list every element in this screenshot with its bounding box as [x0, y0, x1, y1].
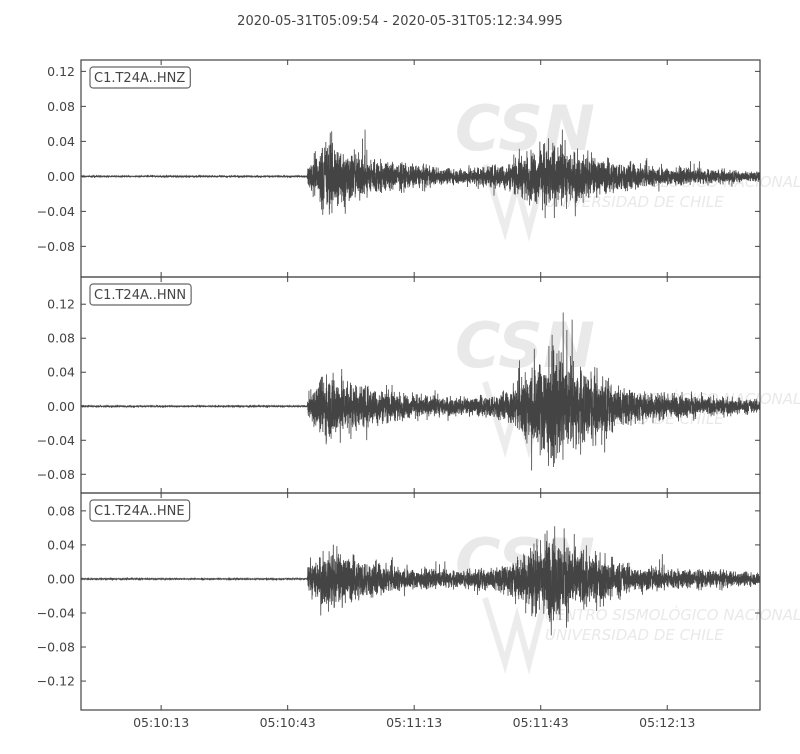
y-tick-label: 0.00: [47, 399, 75, 414]
watermark-text: CENTRO SISMOLÓGICO NACIONAL: [545, 605, 800, 624]
y-tick-label: −0.08: [37, 239, 75, 254]
x-tick-label: 05:10:43: [260, 715, 316, 730]
y-tick-label: 0.12: [47, 297, 75, 312]
trace-label-box: [89, 66, 191, 89]
y-tick-label: 0.00: [47, 169, 75, 184]
waveform-trace: [81, 129, 760, 219]
x-tick-label: 05:11:13: [386, 715, 442, 730]
trace-label: C1.T24A..HNZ: [89, 66, 191, 89]
watermark-text: UNIVERSIDAD DE CHILE: [545, 626, 724, 644]
x-tick-label: 05:11:43: [513, 715, 569, 730]
trace-label-text: C1.T24A..HNE: [94, 504, 185, 519]
y-tick-label: 0.08: [47, 503, 75, 518]
trace-label: C1.T24A..HNE: [89, 499, 191, 522]
trace-label: C1.T24A..HNN: [89, 283, 192, 306]
y-tick-label: −0.12: [37, 674, 75, 689]
axes-frame: [80, 492, 761, 711]
axes-frame: [80, 276, 761, 494]
y-tick-label: 0.12: [47, 64, 75, 79]
y-tick-label: −0.08: [37, 467, 75, 482]
y-tick-label: 0.00: [47, 571, 75, 586]
waveform-trace: [81, 312, 760, 471]
y-tick-label: −0.04: [37, 605, 75, 620]
watermark-text: UNIVERSIDAD DE CHILE: [545, 193, 724, 211]
y-tick-label: 0.08: [47, 99, 75, 114]
trace-label-text: C1.T24A..HNZ: [94, 71, 185, 86]
trace-label-box: [89, 283, 192, 306]
y-tick-label: 0.04: [47, 537, 75, 552]
trace-label-text: C1.T24A..HNN: [94, 288, 186, 303]
y-tick-label: −0.08: [37, 640, 75, 655]
y-tick-label: 0.04: [47, 365, 75, 380]
watermark-text: CSN: [455, 92, 595, 165]
waveform-trace: [81, 526, 760, 636]
axes-frame: [80, 59, 761, 278]
watermark-w-icon: [482, 592, 550, 675]
y-tick-label: 0.08: [47, 331, 75, 346]
chart-title: 2020-05-31T05:09:54 - 2020-05-31T05:12:3…: [237, 14, 563, 29]
x-tick-label: 05:12:13: [639, 715, 695, 730]
x-tick-label: 05:10:13: [133, 715, 189, 730]
y-tick-label: −0.04: [37, 204, 75, 219]
y-tick-label: 0.04: [47, 134, 75, 149]
trace-label-box: [89, 499, 191, 522]
y-tick-label: −0.04: [37, 433, 75, 448]
